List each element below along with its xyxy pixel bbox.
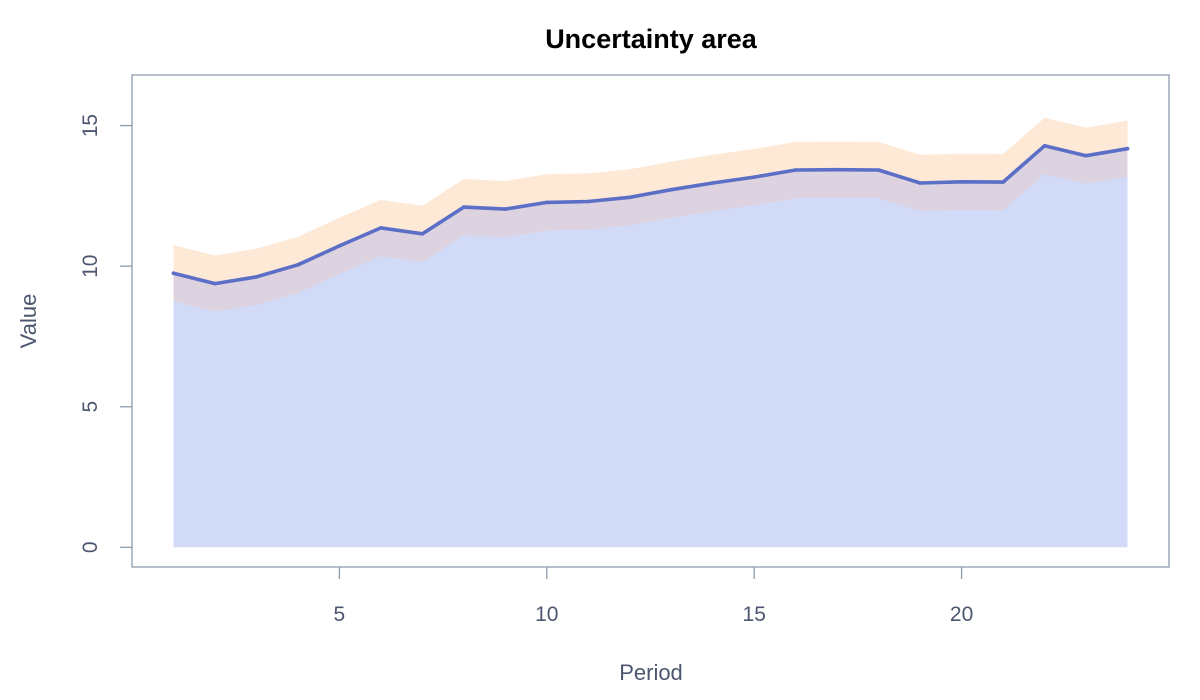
plot-frame <box>131 74 1170 568</box>
data-point <box>876 168 881 172</box>
x-tick-label: 20 <box>950 603 973 626</box>
data-point <box>337 244 342 248</box>
data-point <box>213 281 217 286</box>
data-point <box>710 181 715 185</box>
data-point <box>254 275 259 279</box>
data-point <box>918 181 922 185</box>
data-point <box>379 226 383 230</box>
data-point <box>959 180 964 184</box>
data-point <box>420 232 425 236</box>
data-point <box>752 175 756 179</box>
x-tick-label: 5 <box>334 603 346 626</box>
data-point <box>1001 180 1005 184</box>
data-point <box>1125 146 1130 151</box>
y-tick-label: 0 <box>79 541 102 553</box>
plot-area <box>171 117 1130 548</box>
series-line <box>171 144 1130 286</box>
data-point <box>1042 144 1047 148</box>
data-point <box>503 207 508 211</box>
axes: 5 10 15 20 0 5 10 15 <box>79 114 973 626</box>
data-point <box>835 167 839 172</box>
y-tick-label: 15 <box>79 114 102 137</box>
data-point <box>628 195 632 200</box>
uncertainty-band-upper <box>173 117 1128 284</box>
y-axis-label: Value <box>16 294 41 349</box>
chart-title: Uncertainty area <box>545 24 758 54</box>
x-tick-label: 10 <box>535 603 558 626</box>
data-point <box>296 263 300 267</box>
data-point <box>793 168 798 172</box>
y-tick-label: 10 <box>79 255 102 278</box>
y-tick-label: 5 <box>79 401 102 413</box>
data-point <box>669 187 673 192</box>
data-point <box>462 205 466 209</box>
data-point <box>171 271 176 276</box>
x-axis-label: Period <box>619 660 683 685</box>
data-point <box>545 200 549 205</box>
x-tick-label: 15 <box>743 603 766 626</box>
uncertainty-band-lower <box>173 145 1128 312</box>
data-point <box>586 199 591 204</box>
data-point <box>1084 153 1088 158</box>
